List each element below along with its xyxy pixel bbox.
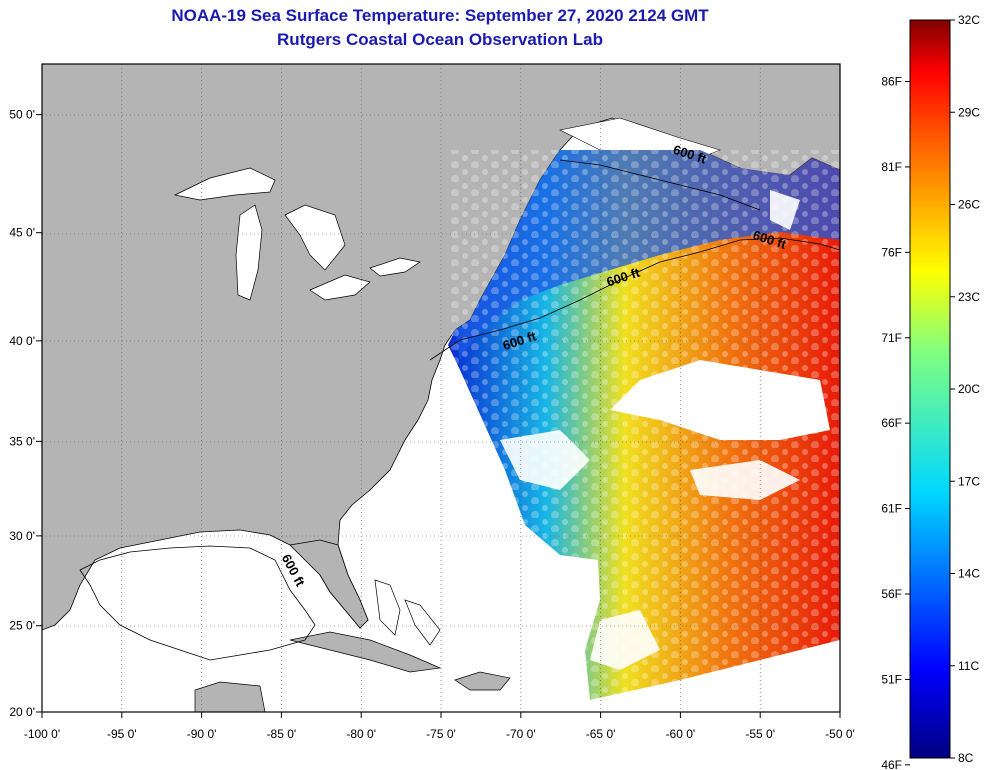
- colorbar-f-label: 86F: [881, 75, 902, 89]
- lon-tick-label: -50 0': [825, 727, 855, 741]
- longitude-ticks: -100 0' -95 0' -90 0' -85 0' -80 0' -75 0' -70…: [24, 712, 855, 741]
- lat-tick-label: 35 0': [9, 434, 35, 448]
- bahamas-banks: [374, 579, 441, 646]
- lon-tick-label: -100 0': [24, 727, 60, 741]
- land-hispaniola: [454, 671, 511, 691]
- cloud-speckle: [450, 150, 840, 700]
- lat-tick-label: 40 0': [9, 334, 35, 348]
- sst-colorbar: [909, 19, 951, 759]
- colorbar-celsius-labels: 32C 29C 26C 23C 20C 17C 14C 11C 8C: [950, 13, 980, 765]
- lon-tick-label: -95 0': [107, 727, 137, 741]
- colorbar-c-label: 17C: [958, 474, 980, 488]
- colorbar-c-label: 20C: [958, 382, 980, 396]
- lat-tick-label: 30 0': [9, 529, 35, 543]
- land-florida: [289, 539, 369, 629]
- lon-tick-label: -80 0': [346, 727, 376, 741]
- lon-tick-label: -85 0': [267, 727, 297, 741]
- lat-tick-label: 20 0': [9, 705, 35, 719]
- colorbar-f-label: 46F: [881, 758, 902, 770]
- map-title: NOAA-19 Sea Surface Temperature: Septemb…: [171, 6, 709, 25]
- lat-tick-label: 25 0': [9, 619, 35, 633]
- lon-tick-label: -65 0': [586, 727, 616, 741]
- colorbar-f-label: 51F: [881, 672, 902, 686]
- colorbar-c-label: 11C: [958, 659, 979, 673]
- lat-tick-label: 50 0': [9, 108, 35, 122]
- lat-tick-label: 45 0': [9, 226, 35, 240]
- lon-tick-label: -60 0': [666, 727, 696, 741]
- colorbar-f-label: 66F: [881, 416, 902, 430]
- map-subtitle: Rutgers Coastal Ocean Observation Lab: [277, 30, 603, 49]
- colorbar-c-label: 32C: [958, 13, 980, 27]
- colorbar-f-label: 76F: [881, 245, 902, 259]
- colorbar-fahrenheit-labels: 86F 81F 76F 71F 66F 61F 56F 51F 46F: [881, 75, 910, 770]
- colorbar-c-label: 29C: [958, 105, 980, 119]
- colorbar-f-label: 81F: [881, 160, 902, 174]
- colorbar-c-label: 23C: [958, 290, 980, 304]
- lon-tick-label: -55 0': [745, 727, 775, 741]
- land-yucatan: [194, 681, 266, 712]
- land-cuba: [289, 631, 442, 673]
- colorbar-c-label: 14C: [958, 567, 980, 581]
- colorbar-f-label: 56F: [881, 587, 902, 601]
- lon-tick-label: -70 0': [506, 727, 536, 741]
- colorbar-f-label: 71F: [881, 331, 902, 345]
- lon-tick-label: -75 0': [426, 727, 456, 741]
- colorbar-f-label: 61F: [881, 502, 902, 516]
- great-lakes: [173, 167, 421, 301]
- contour-600ft: [79, 159, 840, 661]
- graticule: [42, 64, 840, 712]
- latitude-ticks: 50 0' 45 0' 40 0' 35 0' 30 0' 25 0' 20 0': [9, 108, 42, 719]
- lon-tick-label: -90 0': [187, 727, 217, 741]
- colorbar-c-label: 26C: [958, 198, 980, 212]
- colorbar-c-label: 8C: [958, 751, 974, 765]
